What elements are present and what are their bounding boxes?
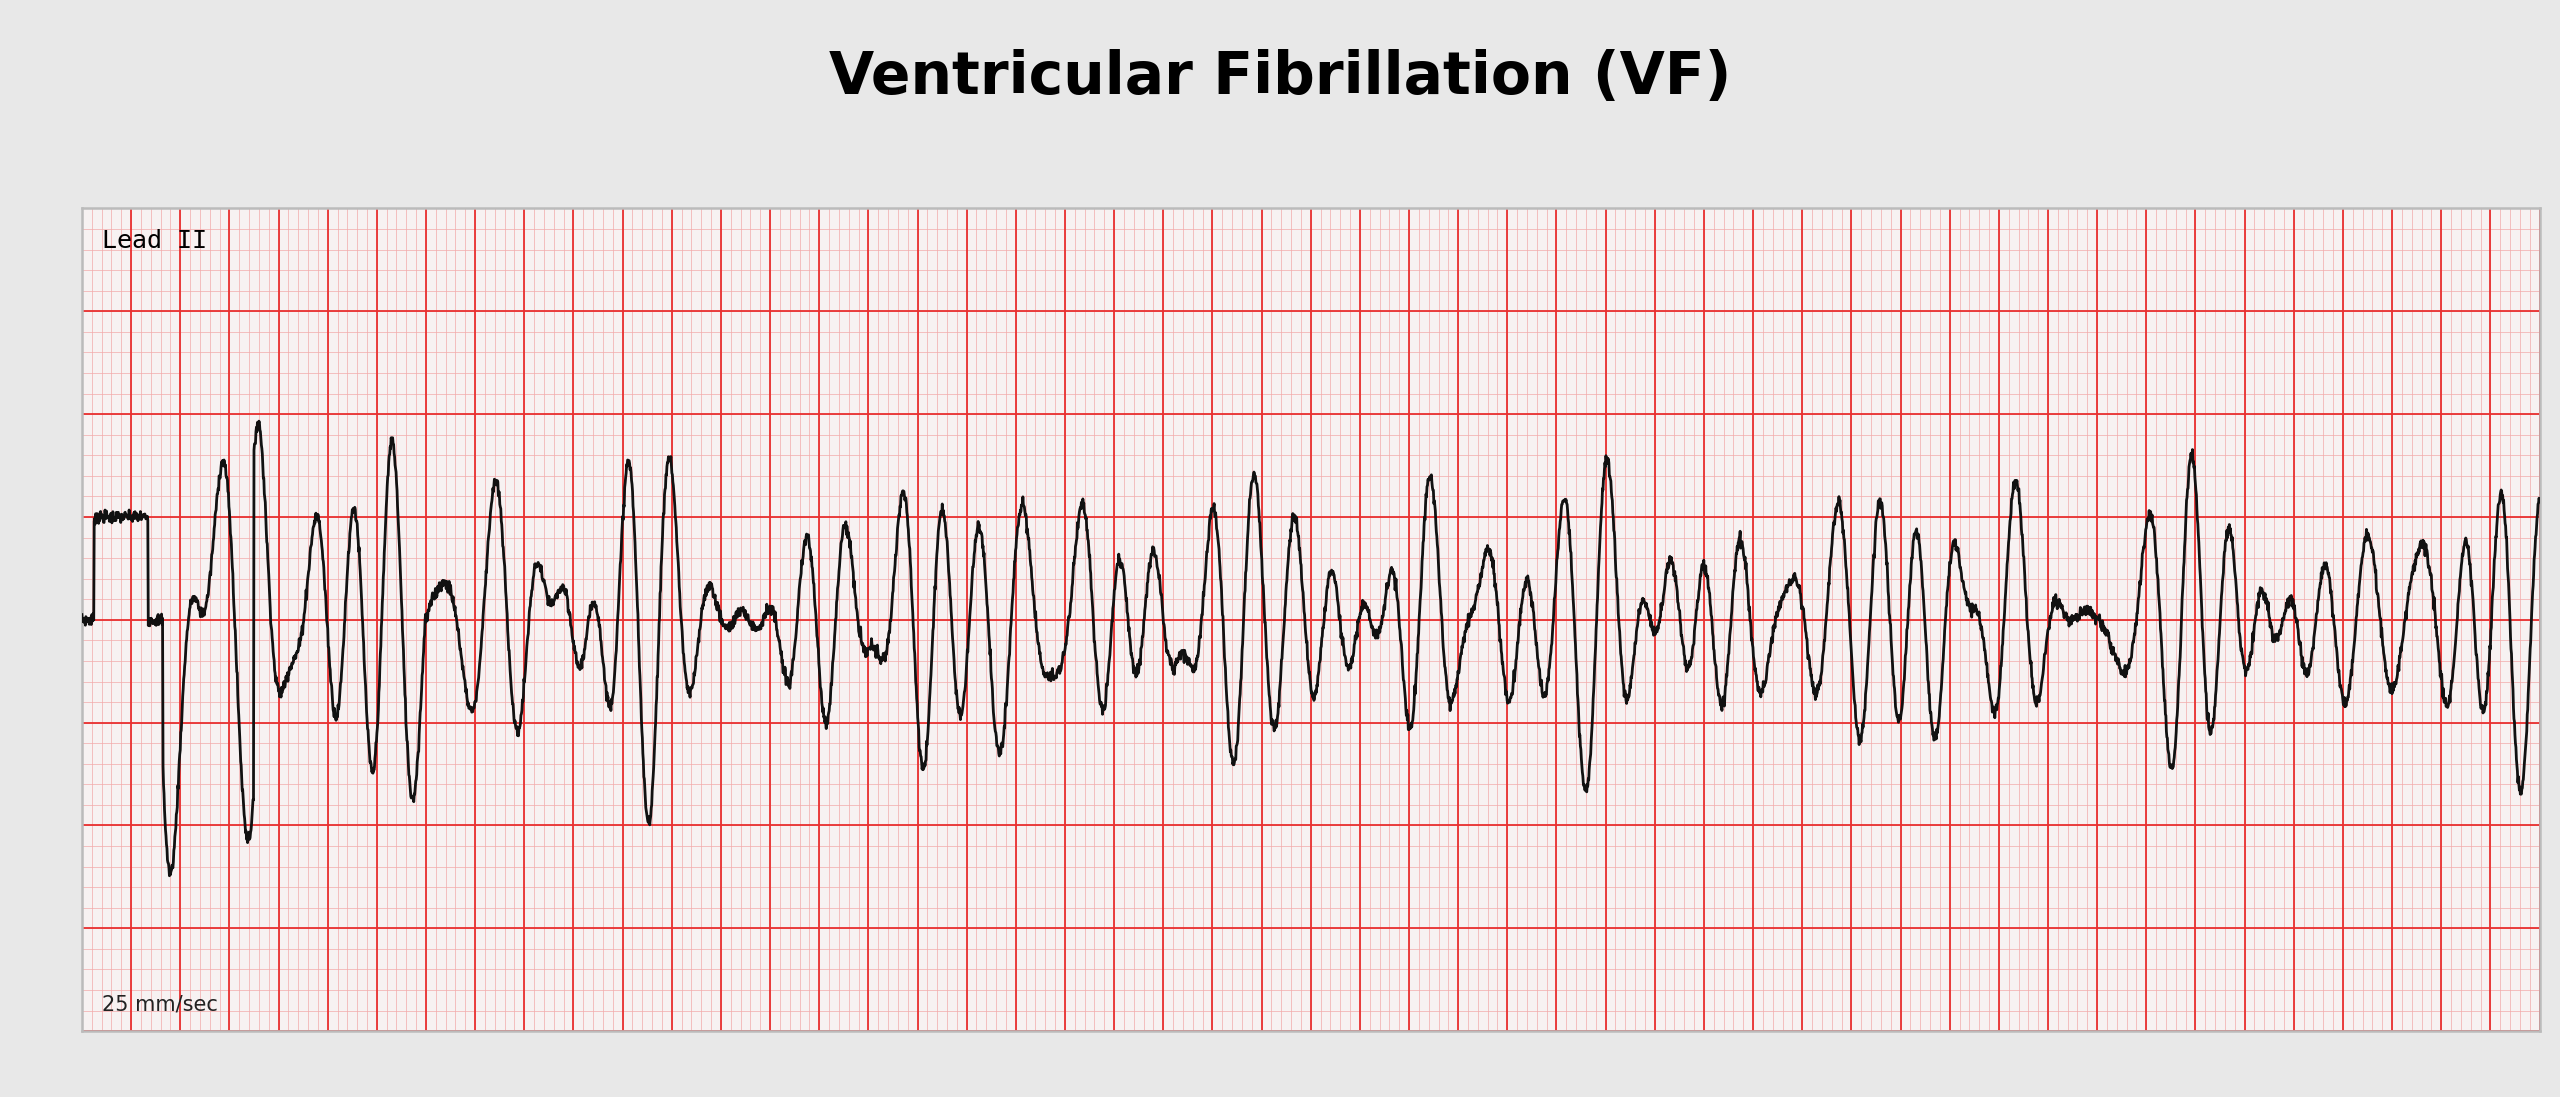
Text: 25 mm/sec: 25 mm/sec — [102, 995, 218, 1015]
Text: Ventricular Fibrillation (VF): Ventricular Fibrillation (VF) — [829, 49, 1731, 106]
Text: Lead II: Lead II — [102, 229, 207, 253]
